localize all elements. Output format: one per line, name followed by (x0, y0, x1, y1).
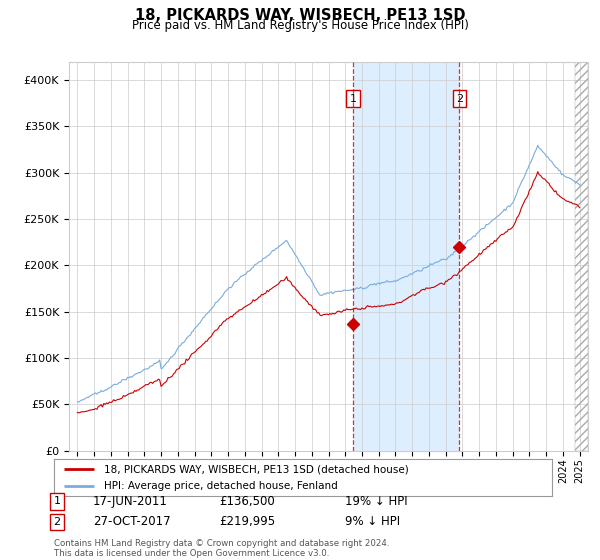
Text: 18, PICKARDS WAY, WISBECH, PE13 1SD: 18, PICKARDS WAY, WISBECH, PE13 1SD (135, 8, 465, 24)
Text: 1: 1 (349, 94, 356, 104)
Text: £136,500: £136,500 (219, 494, 275, 508)
Text: Price paid vs. HM Land Registry's House Price Index (HPI): Price paid vs. HM Land Registry's House … (131, 19, 469, 32)
Text: 1: 1 (53, 496, 61, 506)
Text: 2: 2 (53, 517, 61, 527)
Text: 19% ↓ HPI: 19% ↓ HPI (345, 494, 407, 508)
Text: Contains HM Land Registry data © Crown copyright and database right 2024.: Contains HM Land Registry data © Crown c… (54, 539, 389, 548)
Text: 9% ↓ HPI: 9% ↓ HPI (345, 515, 400, 529)
Text: £219,995: £219,995 (219, 515, 275, 529)
Text: HPI: Average price, detached house, Fenland: HPI: Average price, detached house, Fenl… (104, 481, 338, 491)
Text: 2: 2 (456, 94, 463, 104)
Text: 17-JUN-2011: 17-JUN-2011 (93, 494, 168, 508)
Text: 18, PICKARDS WAY, WISBECH, PE13 1SD (detached house): 18, PICKARDS WAY, WISBECH, PE13 1SD (det… (104, 464, 409, 474)
Text: 27-OCT-2017: 27-OCT-2017 (93, 515, 170, 529)
Text: This data is licensed under the Open Government Licence v3.0.: This data is licensed under the Open Gov… (54, 549, 329, 558)
